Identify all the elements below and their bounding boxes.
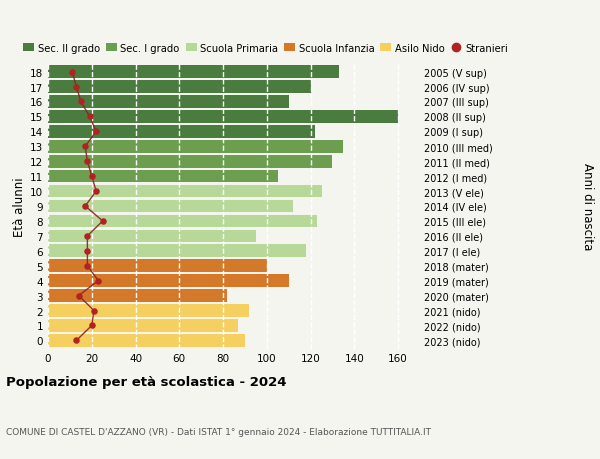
Y-axis label: Età alunni: Età alunni bbox=[13, 177, 26, 236]
Point bbox=[80, 143, 90, 151]
Bar bbox=[48, 215, 317, 228]
Bar bbox=[48, 275, 289, 287]
Text: Popolazione per età scolastica - 2024: Popolazione per età scolastica - 2024 bbox=[6, 375, 287, 388]
Bar bbox=[48, 304, 250, 317]
Point bbox=[89, 307, 99, 314]
Legend: Sec. II grado, Sec. I grado, Scuola Primaria, Scuola Infanzia, Asilo Nido, Stran: Sec. II grado, Sec. I grado, Scuola Prim… bbox=[23, 44, 508, 54]
Bar bbox=[48, 66, 339, 79]
Point bbox=[87, 322, 97, 330]
Bar bbox=[48, 140, 343, 153]
Text: COMUNE DI CASTEL D'AZZANO (VR) - Dati ISTAT 1° gennaio 2024 - Elaborazione TUTTI: COMUNE DI CASTEL D'AZZANO (VR) - Dati IS… bbox=[6, 427, 431, 436]
Point bbox=[83, 158, 92, 166]
Bar bbox=[48, 260, 267, 273]
Bar bbox=[48, 81, 311, 94]
Point bbox=[80, 203, 90, 210]
Point bbox=[71, 84, 81, 91]
Bar bbox=[48, 334, 245, 347]
Text: Anni di nascita: Anni di nascita bbox=[581, 163, 594, 250]
Point bbox=[83, 263, 92, 270]
Point bbox=[67, 69, 77, 76]
Point bbox=[83, 233, 92, 240]
Bar bbox=[48, 290, 227, 302]
Bar bbox=[48, 200, 293, 213]
Point bbox=[76, 99, 86, 106]
Bar bbox=[48, 185, 322, 198]
Bar bbox=[48, 170, 278, 183]
Bar bbox=[48, 111, 398, 123]
Point bbox=[98, 218, 107, 225]
Point bbox=[87, 173, 97, 180]
Bar bbox=[48, 156, 332, 168]
Point bbox=[85, 113, 94, 121]
Point bbox=[83, 247, 92, 255]
Point bbox=[91, 188, 101, 196]
Bar bbox=[48, 319, 238, 332]
Bar bbox=[48, 245, 306, 257]
Bar bbox=[48, 230, 256, 243]
Bar bbox=[48, 126, 315, 138]
Point bbox=[94, 277, 103, 285]
Point bbox=[71, 337, 81, 344]
Point bbox=[74, 292, 83, 300]
Bar bbox=[48, 96, 289, 109]
Point bbox=[91, 129, 101, 136]
